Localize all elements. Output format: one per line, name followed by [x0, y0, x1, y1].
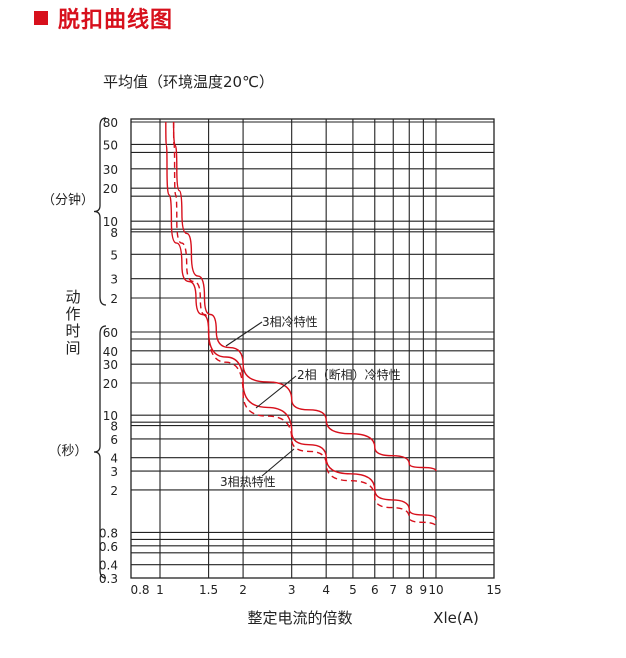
y-tick-label-sec: 0.8: [99, 526, 118, 540]
y-tick-label-sec: 4: [110, 452, 118, 466]
y-tick-label-min: 2: [110, 292, 118, 306]
x-tick-label: 4: [322, 583, 330, 597]
x-axis-unit: Xle(A): [433, 609, 479, 627]
x-tick-label: 9: [420, 583, 428, 597]
series-line-0: [172, 121, 437, 472]
y-tick-label-sec: 0.4: [99, 559, 118, 573]
header-square: [34, 11, 48, 25]
y-axis-title-char: 间: [65, 339, 80, 357]
brace-minutes: [93, 117, 107, 306]
y-tick-label-sec: 20: [103, 377, 118, 391]
x-tick-label: 6: [371, 583, 379, 597]
y-tick-label-sec: 60: [103, 326, 118, 340]
y-tick-label-sec: 40: [103, 345, 118, 359]
x-tick-label: 0.8: [130, 583, 149, 597]
brace-seconds: [93, 325, 107, 579]
y-tick-label-min: 80: [103, 116, 118, 130]
y-tick-label-min: 30: [103, 163, 118, 177]
y-tick-label-sec: 3: [110, 465, 118, 479]
y-tick-label-sec: 2: [110, 484, 118, 498]
x-tick-label: 3: [288, 583, 296, 597]
y-unit-seconds: （秒）: [48, 444, 87, 459]
annotation-leader: [225, 321, 263, 347]
y-tick-label-sec: 0.6: [99, 540, 118, 554]
page-title: 脱扣曲线图: [58, 8, 174, 33]
series-line-2: [172, 121, 437, 528]
y-tick-label-sec: 10: [103, 409, 118, 423]
y-tick-label-min: 50: [103, 138, 118, 152]
y-axis-title-char: 动: [65, 288, 80, 306]
x-tick-label: 2: [239, 583, 247, 597]
y-axis-title-char: 作: [65, 305, 80, 323]
x-tick-label: 15: [486, 583, 501, 597]
y-tick-label-sec: 30: [103, 358, 118, 372]
x-axis-title: 整定电流的倍数: [247, 609, 352, 627]
x-tick-label: 10: [428, 583, 443, 597]
annotation-leader: [261, 448, 295, 477]
annotation-3phase-cold: 3相冷特性: [262, 314, 318, 329]
annotation-leader: [255, 375, 297, 409]
x-tick-label: 1.5: [199, 583, 218, 597]
series-line-1: [165, 121, 437, 520]
chart-title: 平均值（环境温度20℃）: [103, 73, 274, 91]
annotation-2phase-cold: 2相（断相）冷特性: [297, 367, 401, 382]
y-tick-label-min: 8: [110, 226, 118, 240]
y-tick-label-min: 3: [110, 273, 118, 287]
y-axis-title-char: 时: [65, 322, 80, 340]
y-tick-label-min: 10: [103, 215, 118, 229]
x-tick-label: 8: [405, 583, 413, 597]
x-tick-label: 7: [389, 583, 397, 597]
y-tick-label-min: 5: [110, 248, 118, 262]
y-tick-label-sec: 0.3: [99, 572, 118, 586]
x-tick-label: 5: [349, 583, 357, 597]
y-tick-label-sec: 6: [110, 433, 118, 447]
annotation-3phase-hot: 3相热特性: [220, 474, 276, 489]
y-unit-minutes: （分钟）: [42, 192, 94, 208]
y-tick-label-min: 20: [103, 182, 118, 196]
y-tick-label-sec: 8: [110, 420, 118, 434]
x-tick-label: 1: [156, 583, 164, 597]
